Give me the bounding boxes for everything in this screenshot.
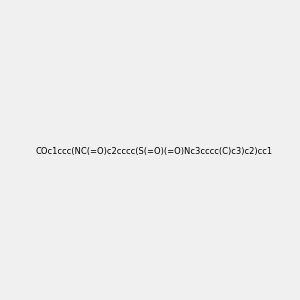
Text: COc1ccc(NC(=O)c2cccc(S(=O)(=O)Nc3cccc(C)c3)c2)cc1: COc1ccc(NC(=O)c2cccc(S(=O)(=O)Nc3cccc(C)… xyxy=(35,147,272,156)
